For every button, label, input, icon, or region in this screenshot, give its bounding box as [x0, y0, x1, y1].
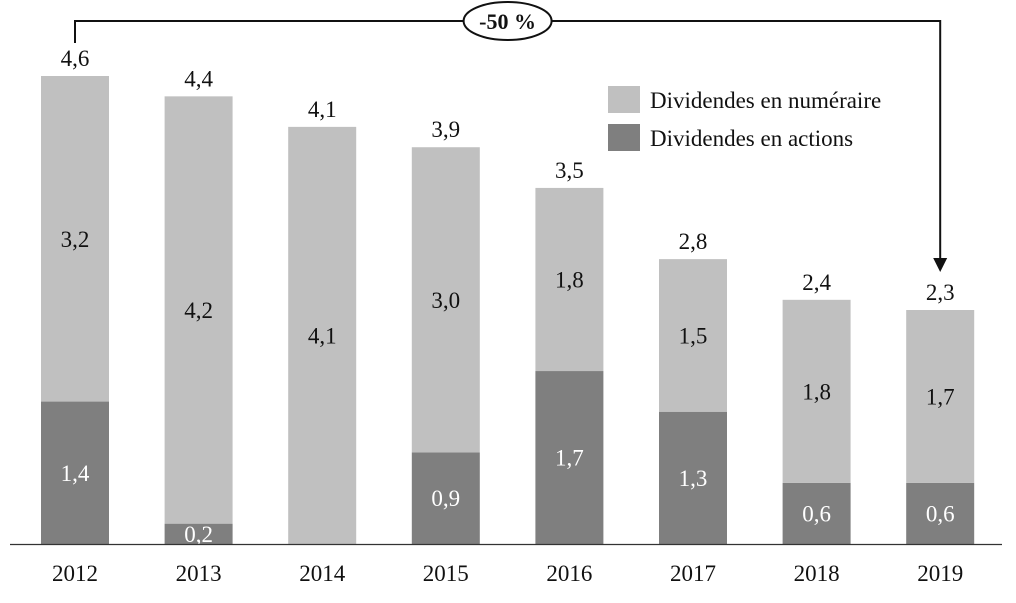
- bar-value-label: 0,2: [184, 522, 213, 547]
- total-value-label: 2,4: [802, 270, 831, 295]
- total-value-label: 4,6: [61, 46, 90, 71]
- bar-segment-cash-2014: [288, 126, 357, 544]
- x-tick-label: 2013: [176, 561, 222, 586]
- bar-value-label: 1,7: [555, 446, 584, 471]
- bar-value-label: 0,9: [431, 486, 460, 511]
- bar-value-label: 0,6: [926, 501, 955, 526]
- bar-value-label: 3,2: [61, 227, 90, 252]
- bar-segment-shares-2017: [659, 411, 727, 544]
- total-value-label: 3,9: [431, 117, 460, 142]
- total-value-label: 3,5: [555, 158, 584, 183]
- bar-value-label: 1,8: [555, 267, 584, 292]
- x-tick-label: 2014: [299, 561, 346, 586]
- x-tick-labels: 2012 2013 2014 2015 2016 2017 2018 2019: [52, 561, 963, 586]
- bar-segment-cash-2013: [164, 96, 233, 524]
- total-value-label: 4,4: [184, 66, 213, 91]
- legend: Dividendes en numéraire Dividendes en ac…: [608, 86, 881, 151]
- bar-value-label: 1,4: [61, 461, 90, 486]
- bar-segment-shares-2016: [535, 371, 604, 544]
- legend-label-cash: Dividendes en numéraire: [650, 88, 881, 113]
- total-value-label: 2,8: [679, 229, 708, 254]
- bar-segment-cash-2019: [906, 310, 975, 483]
- bar-segment-cash-2016: [535, 187, 604, 372]
- bar-value-label: 1,3: [679, 466, 708, 491]
- legend-label-shares: Dividendes en actions: [650, 126, 853, 151]
- x-tick-label: 2016: [546, 561, 592, 586]
- bar-segment-shares-2015: [411, 452, 480, 544]
- x-tick-label: 2019: [917, 561, 963, 586]
- bar-value-label: 3,0: [431, 288, 460, 313]
- annotation-arrowhead: [933, 258, 948, 272]
- x-tick-label: 2017: [670, 561, 716, 586]
- bar-value-label: 0,6: [802, 501, 831, 526]
- legend-swatch-shares: [608, 124, 640, 151]
- x-tick-label: 2015: [423, 561, 469, 586]
- annotation-text: -50 %: [479, 9, 536, 34]
- bar-segment-cash-2012: [41, 76, 109, 402]
- bar-segment-cash-2015: [411, 147, 480, 453]
- annotation-ellipse: [462, 1, 553, 41]
- x-tick-label: 2018: [794, 561, 840, 586]
- x-tick-label: 2012: [52, 561, 98, 586]
- bar-segment-shares-2012: [41, 401, 109, 544]
- total-value-label: 2,3: [926, 280, 955, 305]
- legend-swatch-cash: [608, 86, 640, 113]
- bar-value-label: 1,8: [802, 379, 831, 404]
- bar-segment-cash-2017: [659, 259, 727, 412]
- change-annotation: -50 %: [74, 1, 948, 272]
- bar-segment-shares-2013: [164, 523, 233, 544]
- bar-segment-shares-2019: [906, 482, 975, 544]
- bars-group: 1,4 3,2 0,2 4,2 4,1 0,9 3,0 1,7 1,8 1,3 1,5 0,6 1,8 0…: [41, 76, 975, 547]
- bar-value-label: 4,2: [184, 298, 213, 323]
- bar-value-label: 1,5: [679, 323, 708, 348]
- bar-value-label: 4,1: [308, 323, 337, 348]
- bar-segment-shares-2018: [782, 482, 851, 544]
- bar-segment-cash-2018: [782, 299, 851, 483]
- total-value-label: 4,1: [308, 97, 337, 122]
- total-labels: 4,6 4,4 4,1 3,9 3,5 2,8 2,4 2,3: [61, 46, 955, 305]
- bar-value-label: 1,7: [926, 384, 955, 409]
